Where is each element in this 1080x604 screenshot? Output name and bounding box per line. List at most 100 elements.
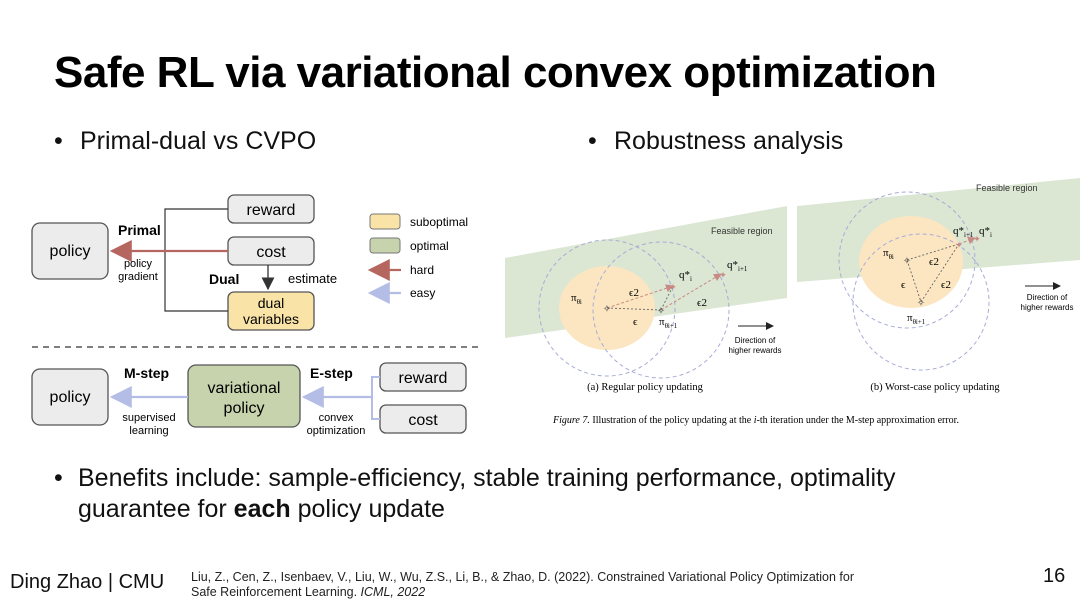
direction-line1-b: Direction of — [1027, 293, 1068, 302]
reward-label-top: reward — [247, 202, 296, 219]
benefits-line2-bold: each — [233, 495, 291, 523]
pi-label-a: πθi — [571, 292, 582, 306]
line-next-to-q-a — [660, 285, 674, 311]
line-next-to-q-b — [920, 243, 960, 303]
pi-star-a: ✧ — [603, 304, 611, 315]
reference-citation: Liu, Z., Cen, Z., Isenbaev, V., Liu, W.,… — [191, 570, 854, 600]
q-star-marker-a: ✦ — [669, 282, 677, 292]
benefits-bullet: • Benefits include: sample-efficiency, st… — [54, 463, 1034, 525]
policy-gradient-line2: gradient — [118, 271, 158, 283]
convex-optimization-line1: convex — [319, 412, 354, 424]
epsilon-circle-b2 — [852, 233, 990, 371]
line-pi-to-next-a — [606, 307, 662, 311]
q-next-label-b: q*i+1 — [953, 225, 974, 239]
reward-label-bottom: reward — [399, 370, 448, 387]
q-star-marker-b: ✦ — [973, 234, 981, 244]
panel-a: Feasible region ✧ ✧ ✦ ✦ πθi πθi+1 ϵ ϵ2 ϵ… — [505, 206, 787, 393]
supervised-learning-line1: supervised — [122, 412, 175, 424]
arrow-to-q-next-a — [660, 273, 722, 311]
pi-star-b: ✧ — [903, 256, 911, 267]
pi-label-b: πθi — [883, 247, 894, 261]
dual-variables-line2: variables — [243, 311, 299, 327]
reference-venue: ICML, 2022 — [360, 585, 426, 599]
cost-label-top: cost — [256, 244, 286, 261]
footer-author: Ding Zhao | CMU — [10, 571, 165, 593]
bullet-primal-dual-text: Primal-dual vs CVPO — [80, 127, 317, 155]
m-step-label: M-step — [124, 365, 169, 381]
legend-optimal-swatch — [369, 237, 401, 254]
eps-label-b: ϵ — [901, 279, 906, 291]
feasible-label-a: Feasible region — [711, 226, 773, 236]
direction-line2-b: higher rewards — [1021, 303, 1074, 312]
benefits-line1: • Benefits include: sample-efficiency, st… — [54, 463, 1034, 494]
dual-label: Dual — [209, 271, 239, 287]
legend-suboptimal-swatch — [369, 213, 401, 230]
supervised-learning-line2: learning — [129, 425, 168, 437]
arrow-to-q-a — [606, 284, 674, 309]
legend-hard-label: hard — [410, 263, 434, 277]
cost-label-bottom: cost — [408, 412, 438, 429]
q-star-label-a: q*i — [679, 269, 692, 283]
dual-variables-line1: dual — [258, 295, 284, 311]
figure-7-robustness: Feasible region ✧ ✧ ✦ ✦ πθi πθi+1 ϵ ϵ2 ϵ… — [505, 178, 1080, 426]
variational-policy-line2: policy — [224, 400, 265, 417]
policy-label-bottom: policy — [50, 389, 91, 406]
epsilon-circle-a2 — [592, 241, 730, 379]
bullet-robustness: • Robustness analysis — [588, 127, 843, 156]
bullet-dot: • — [54, 127, 63, 155]
policy-label-top: policy — [50, 243, 91, 260]
variational-policy-line1: variational — [208, 380, 281, 397]
pi-next-star-a: ✧ — [657, 306, 665, 317]
eps-label-a: ϵ — [633, 316, 638, 328]
pi-next-star-b: ✧ — [917, 298, 925, 309]
eps2-label-b2: ϵ2 — [941, 279, 951, 291]
bullet-robustness-text: Robustness analysis — [614, 127, 844, 155]
arrow-to-q-star-b — [958, 236, 976, 245]
direction-line1-a: Direction of — [735, 336, 776, 345]
easy-bracket-cost — [371, 397, 380, 420]
legend-suboptimal-label: suboptimal — [410, 215, 468, 229]
policy-box-top — [31, 222, 109, 280]
eps2-label-a2: ϵ2 — [697, 297, 707, 309]
direction-line2-a: higher rewards — [729, 346, 782, 355]
caption-a: (a) Regular policy updating — [587, 382, 704, 393]
q-star-label-b: q*i — [979, 225, 992, 239]
bracket-dual — [164, 252, 228, 312]
eps2-label-b1: ϵ2 — [929, 256, 939, 268]
pi-next-label-a: πθi+1 — [659, 316, 678, 330]
easy-bracket-reward — [371, 376, 380, 397]
line-pi-to-next-b — [906, 259, 922, 303]
e-step-label: E-step — [310, 365, 353, 381]
benefits-line2: guarantee for each policy update — [54, 494, 1034, 525]
policy-ellipse-b — [859, 216, 963, 308]
bullet-dot: • — [588, 127, 597, 155]
bullet-dot: • — [54, 464, 63, 492]
legend-easy-label: easy — [410, 286, 435, 300]
panel-b: Feasible region ✧ ✧ ✦ ✦ πθi πθi+1 ϵ ϵ2 ϵ… — [797, 178, 1080, 393]
slide-title: Safe RL via variational convex optimizat… — [54, 48, 937, 97]
feasible-label-b: Feasible region — [976, 183, 1038, 193]
bullet-primal-dual: • Primal-dual vs CVPO — [54, 127, 316, 156]
page-number: 16 — [1043, 565, 1066, 587]
q-next-marker-b: ✦ — [955, 240, 963, 250]
legend-optimal-label: optimal — [410, 239, 449, 253]
q-next-marker-a: ✦ — [719, 270, 727, 280]
bracket-reward — [164, 208, 228, 252]
benefits-line1-text: Benefits include: sample-efficiency, sta… — [78, 464, 896, 492]
eps2-label-a1: ϵ2 — [629, 287, 639, 299]
benefits-line2-pre: guarantee for — [78, 495, 234, 523]
reference-line2-pre: Safe Reinforcement Learning. — [191, 585, 361, 599]
figure-7-caption: Figure 7. Illustration of the policy upd… — [552, 415, 959, 426]
primal-dual-vs-cvpo-diagram: policy reward cost dual variables Primal… — [31, 194, 478, 437]
caption-b: (b) Worst-case policy updating — [870, 382, 1000, 393]
line-pi-to-q-b — [906, 243, 960, 261]
reference-line1: Liu, Z., Cen, Z., Isenbaev, V., Liu, W.,… — [191, 570, 855, 584]
epsilon-circle-a1 — [538, 239, 676, 377]
reference-line2: Safe Reinforcement Learning. ICML, 2022 — [191, 585, 854, 600]
convex-optimization-line2: optimization — [307, 425, 366, 437]
primal-label: Primal — [118, 222, 161, 238]
estimate-label: estimate — [288, 271, 337, 286]
benefits-line2-post: policy update — [290, 495, 445, 523]
policy-gradient-line1: policy — [124, 258, 153, 270]
policy-box-bottom — [31, 368, 109, 426]
